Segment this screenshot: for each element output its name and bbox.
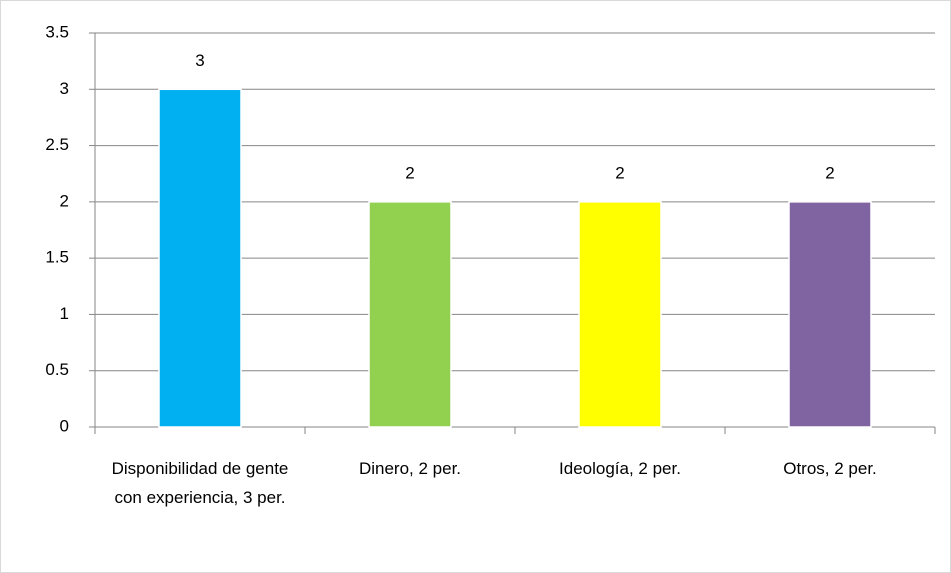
y-tick-label: 0 [60,416,69,435]
data-label: 2 [825,163,834,182]
y-tick-label: 3.5 [45,22,69,41]
x-tick-label: Otros, 2 per. [783,459,877,478]
x-tick-label: Ideología, 2 per. [559,459,681,478]
data-label: 3 [195,51,204,70]
x-tick-label: Disponibilidad de gente con experiencia,… [111,459,289,507]
y-tick-label: 1.5 [45,248,69,267]
data-label: 2 [615,163,624,182]
y-tick-label: 0.5 [45,360,69,379]
x-tick-label: Dinero, 2 per. [358,459,462,478]
data-label: 2 [405,163,414,182]
y-tick-label: 2.5 [45,135,69,154]
y-tick-label: 3 [60,79,69,98]
bar [578,201,662,428]
y-tick-label: 1 [60,304,69,323]
bar [368,201,452,428]
bar [788,201,872,428]
y-tick-label: 2 [60,191,69,210]
bar [158,88,242,428]
